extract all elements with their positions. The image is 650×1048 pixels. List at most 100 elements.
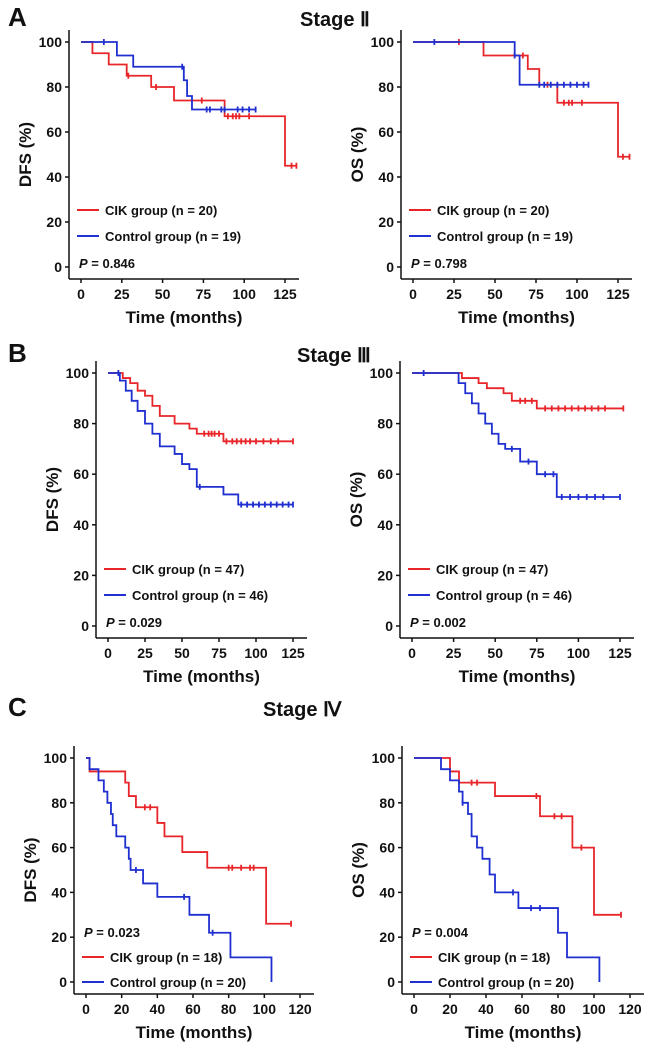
x-tick-label: 100 [233,286,257,302]
panel-letter-c: C [8,692,27,722]
y-tick-label: 100 [370,365,394,381]
p-value-label: P = 0.023 [84,925,140,940]
y-tick-label: 40 [379,884,395,900]
stage-title-a: Stage Ⅱ [300,9,370,31]
y-tick-label: 60 [378,124,394,140]
km-chart-1: 0 20 40 60 80 100 0 25 50 75 100 125 Time (months) DF… [16,30,299,327]
km-chart-6: 0 20 40 60 80 100 0 20 40 60 80 100 120 Time (months)… [349,746,644,1042]
y-tick-label: 100 [372,750,396,766]
legend-label-cik: CIK group (n = 20) [105,203,217,218]
y-tick-label: 40 [377,517,393,533]
x-tick-label: 50 [174,645,190,661]
x-tick-label: 75 [528,286,544,302]
x-tick-label: 20 [114,1001,130,1017]
y-axis-label: OS (%) [348,127,367,183]
survival-curve-cik [414,757,621,916]
y-tick-label: 80 [378,79,394,95]
survival-curve-cik [413,41,630,158]
x-tick-label: 0 [408,645,416,661]
km-chart-5: 0 20 40 60 80 100 0 20 40 60 80 100 120 Time (months)… [21,746,314,1042]
y-tick-label: 60 [51,840,67,856]
y-tick-label: 20 [377,567,393,583]
x-tick-label: 125 [281,645,305,661]
survival-curve-control [86,757,273,982]
y-tick-label: 20 [51,929,67,945]
x-tick-label: 25 [446,286,462,302]
x-tick-label: 0 [82,1001,90,1017]
x-tick-label: 75 [196,286,212,302]
x-tick-label: 125 [273,286,297,302]
p-value-label: P = 0.004 [412,925,469,940]
y-tick-label: 80 [379,795,395,811]
legend-label-cik: CIK group (n = 20) [437,203,549,218]
x-tick-label: 0 [409,286,417,302]
y-tick-label: 40 [378,169,394,185]
x-tick-label: 60 [514,1001,530,1017]
y-tick-label: 20 [46,214,62,230]
y-tick-label: 20 [379,929,395,945]
km-chart-2: 0 20 40 60 80 100 0 25 50 75 100 125 Time (months) OS… [348,30,632,327]
p-value-label: P = 0.798 [411,256,467,271]
y-tick-label: 100 [44,750,68,766]
y-axis-label: DFS (%) [43,467,62,532]
y-tick-label: 0 [59,974,67,990]
survival-curve-cik [86,757,292,925]
y-tick-label: 20 [73,567,89,583]
y-tick-label: 80 [51,795,67,811]
x-axis-label: Time (months) [143,667,260,686]
y-tick-label: 80 [46,79,62,95]
legend-label-cik: CIK group (n = 47) [132,562,244,577]
x-tick-label: 80 [550,1001,566,1017]
x-axis-label: Time (months) [136,1023,253,1042]
legend-label-cik: CIK group (n = 47) [436,562,548,577]
x-tick-label: 100 [253,1001,277,1017]
legend-label-control: Control group (n = 19) [437,229,573,244]
y-axis-label: OS (%) [347,472,366,528]
y-tick-label: 100 [39,34,63,50]
survival-curve-control [412,372,620,498]
legend-label-cik: CIK group (n = 18) [110,950,222,965]
legend-label-control: Control group (n = 19) [105,229,241,244]
x-tick-label: 100 [582,1001,606,1017]
x-tick-label: 50 [487,286,503,302]
y-axis-label: DFS (%) [21,837,40,902]
km-chart-3: 0 20 40 60 80 100 0 25 50 75 100 125 Time (months) DF… [43,361,307,686]
x-tick-label: 100 [567,645,591,661]
x-tick-label: 0 [77,286,85,302]
x-axis-label: Time (months) [126,308,243,327]
x-tick-label: 80 [221,1001,237,1017]
y-axis-label: DFS (%) [16,122,35,187]
survival-curve-cik [412,372,624,410]
x-tick-label: 0 [104,645,112,661]
x-tick-label: 125 [608,645,632,661]
legend-label-cik: CIK group (n = 18) [438,950,550,965]
x-tick-label: 25 [446,645,462,661]
x-tick-label: 60 [185,1001,201,1017]
x-axis-label: Time (months) [458,308,575,327]
legend-label-control: Control group (n = 46) [132,588,268,603]
y-tick-label: 60 [46,124,62,140]
p-value-label: P = 0.846 [79,256,135,271]
x-tick-label: 40 [478,1001,494,1017]
survival-curve-cik [81,41,297,167]
x-tick-label: 0 [410,1001,418,1017]
y-tick-label: 60 [73,466,89,482]
x-tick-label: 100 [565,286,589,302]
y-tick-label: 0 [54,259,62,275]
y-tick-label: 40 [73,517,89,533]
x-tick-label: 120 [288,1001,312,1017]
x-tick-label: 100 [244,645,268,661]
x-tick-label: 25 [137,645,153,661]
x-tick-label: 40 [150,1001,166,1017]
x-tick-label: 50 [487,645,503,661]
y-tick-label: 80 [377,416,393,432]
y-tick-label: 0 [386,259,394,275]
x-tick-label: 50 [155,286,171,302]
y-tick-label: 60 [379,840,395,856]
legend-label-control: Control group (n = 20) [438,975,574,990]
y-tick-label: 0 [387,974,395,990]
y-tick-label: 20 [378,214,394,230]
survival-curve-control [81,41,256,111]
km-chart-4: 0 20 40 60 80 100 0 25 50 75 100 125 Time (months) OS… [347,361,634,686]
x-tick-label: 25 [114,286,130,302]
